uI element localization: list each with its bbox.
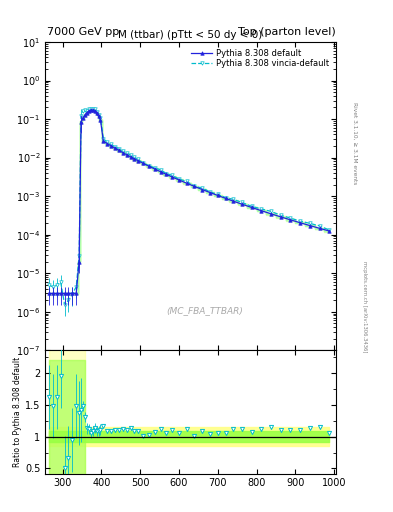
Text: (MC_FBA_TTBAR): (MC_FBA_TTBAR) [167,306,244,315]
Pythia 8.308 vincia-default [109,141,114,147]
Text: 7000 GeV pp: 7000 GeV pp [47,27,119,37]
Title: M (ttbar) (pTtt < 50 dy < 0): M (ttbar) (pTtt < 50 dy < 0) [118,30,263,40]
Line: Pythia 8.308 default: Pythia 8.308 default [47,109,331,295]
Pythia 8.308 default [158,168,163,175]
Pythia 8.308 default [152,166,157,172]
Line: Pythia 8.308 vincia-default: Pythia 8.308 vincia-default [47,107,331,306]
Legend: Pythia 8.308 default, Pythia 8.308 vincia-default: Pythia 8.308 default, Pythia 8.308 vinci… [189,46,332,71]
Pythia 8.308 default [88,107,93,113]
Pythia 8.308 default [141,160,145,166]
Pythia 8.308 vincia-default [164,170,169,177]
Pythia 8.308 vincia-default [192,183,197,189]
Pythia 8.308 vincia-default [81,109,85,115]
Pythia 8.308 vincia-default [158,167,163,173]
Pythia 8.308 vincia-default [147,163,151,169]
Pythia 8.308 default [47,290,51,296]
Pythia 8.308 vincia-default [90,106,95,112]
Pythia 8.308 default [327,228,332,234]
Pythia 8.308 default [184,180,189,186]
Y-axis label: Ratio to Pythia 8.308 default: Ratio to Pythia 8.308 default [13,357,22,467]
Pythia 8.308 vincia-default [47,282,51,288]
Pythia 8.308 default [105,140,110,146]
Text: Rivet 3.1.10, ≥ 3.1M events: Rivet 3.1.10, ≥ 3.1M events [352,102,357,184]
Text: Top (parton level): Top (parton level) [238,27,336,37]
Text: mcplots.cern.ch [arXiv:1306.3436]: mcplots.cern.ch [arXiv:1306.3436] [362,262,367,353]
Pythia 8.308 vincia-default [327,227,332,233]
Pythia 8.308 default [79,118,83,124]
Pythia 8.308 vincia-default [62,302,67,308]
